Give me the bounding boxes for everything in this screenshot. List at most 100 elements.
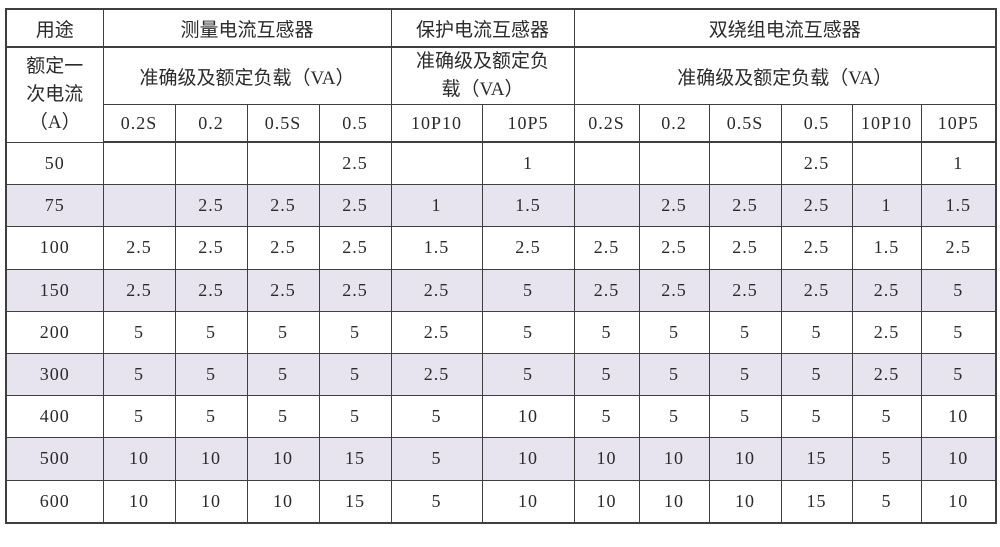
load-value-cell: 2.5 (246, 268, 320, 312)
load-value-cell: 5 (481, 352, 575, 397)
load-value-cell: 10 (246, 479, 320, 524)
col-header-meas-0-2s: 0.2S (102, 104, 176, 143)
load-value-cell: 2.5 (708, 226, 782, 270)
table-row: 600 10 10 10 15 5 10 10 10 10 15 5 10 (5, 479, 997, 524)
load-value-cell: 5 (102, 310, 176, 354)
load-value-cell: 5 (920, 268, 997, 312)
load-value-cell: 2.5 (318, 141, 392, 186)
load-value-cell: 10 (638, 437, 710, 481)
load-value-cell (246, 141, 320, 186)
dual-accuracy-subtitle: 准确级及额定负载（VA） (573, 46, 997, 105)
load-value-cell (573, 141, 640, 186)
col-header-prot-10p10: 10P10 (390, 104, 483, 143)
load-value-cell: 2.5 (390, 268, 483, 312)
load-value-cell: 5 (174, 352, 248, 397)
load-value-cell (638, 141, 710, 186)
load-value-cell: 15 (780, 479, 853, 524)
load-value-cell: 10 (708, 437, 782, 481)
load-value-cell: 1.5 (390, 226, 483, 270)
col-header-meas-0-5s: 0.5S (246, 104, 320, 143)
load-value-cell: 2.5 (638, 226, 710, 270)
load-value-cell (174, 141, 248, 186)
load-value-cell: 5 (481, 310, 575, 354)
load-value-cell: 5 (638, 395, 710, 439)
load-value-cell: 5 (851, 437, 922, 481)
load-value-cell: 5 (708, 352, 782, 397)
col-header-dual-0-5s: 0.5S (708, 104, 782, 143)
load-value-cell: 2.5 (481, 226, 575, 270)
protection-accuracy-subtitle: 准确级及额定负 载（VA） (390, 46, 575, 105)
load-value-cell: 10 (920, 395, 997, 439)
load-value-cell: 10 (174, 479, 248, 524)
col-header-prot-10p5: 10P5 (481, 104, 575, 143)
load-value-cell (102, 184, 176, 228)
load-value-cell: 2.5 (708, 268, 782, 312)
load-value-cell: 1 (481, 141, 575, 186)
load-value-cell: 5 (246, 310, 320, 354)
load-value-cell: 15 (318, 437, 392, 481)
load-value-cell: 2.5 (573, 268, 640, 312)
load-value-cell: 10 (174, 437, 248, 481)
load-value-cell: 10 (708, 479, 782, 524)
load-value-cell: 5 (390, 437, 483, 481)
load-value-cell: 2.5 (573, 226, 640, 270)
load-value-cell: 2.5 (708, 184, 782, 228)
load-value-cell: 2.5 (851, 268, 922, 312)
load-value-cell: 15 (780, 437, 853, 481)
load-value-cell: 5 (102, 352, 176, 397)
load-value-cell: 1 (920, 141, 997, 186)
rated-current-cell: 200 (5, 310, 104, 354)
table-row: 50 2.5 1 2.5 1 (5, 141, 997, 186)
rated-current-cell: 600 (5, 479, 104, 524)
load-value-cell: 10 (246, 437, 320, 481)
load-value-cell: 1.5 (851, 226, 922, 270)
load-value-cell: 15 (318, 479, 392, 524)
load-value-cell: 5 (481, 268, 575, 312)
load-value-cell: 5 (638, 310, 710, 354)
load-value-cell: 10 (481, 395, 575, 439)
load-value-cell: 2.5 (780, 226, 853, 270)
load-value-cell: 5 (174, 310, 248, 354)
load-value-cell: 5 (920, 352, 997, 397)
load-value-cell: 5 (780, 310, 853, 354)
table-row: 75 2.5 2.5 2.5 1 1.5 2.5 2.5 2.5 1 1.5 (5, 184, 997, 228)
load-value-cell: 2.5 (638, 268, 710, 312)
load-value-cell: 2.5 (174, 226, 248, 270)
load-value-cell: 2.5 (246, 184, 320, 228)
rated-current-cell: 100 (5, 226, 104, 270)
load-value-cell: 5 (318, 352, 392, 397)
load-value-cell: 2.5 (318, 184, 392, 228)
load-value-cell: 2.5 (318, 226, 392, 270)
load-value-cell: 5 (246, 395, 320, 439)
load-value-cell: 2.5 (102, 268, 176, 312)
load-value-cell: 2.5 (390, 352, 483, 397)
table-row: 100 2.5 2.5 2.5 2.5 1.5 2.5 2.5 2.5 2.5 2.5 1.5 2.5 (5, 226, 997, 270)
rated-current-cell: 500 (5, 437, 104, 481)
col-header-dual-10p5: 10P5 (920, 104, 997, 143)
col-header-dual-0-2s: 0.2S (573, 104, 640, 143)
table-row: 500 10 10 10 15 5 10 10 10 10 15 5 10 (5, 437, 997, 481)
load-value-cell: 1.5 (920, 184, 997, 228)
load-value-cell: 2.5 (390, 310, 483, 354)
rated-current-cell: 75 (5, 184, 104, 228)
col-header-dual-10p10: 10P10 (851, 104, 922, 143)
load-value-cell: 2.5 (246, 226, 320, 270)
load-value-cell: 5 (318, 395, 392, 439)
load-value-cell: 1 (851, 184, 922, 228)
col-header-dual-0-5: 0.5 (780, 104, 853, 143)
group-header-protection: 保护电流互感器 (390, 8, 575, 48)
group-header-measuring: 测量电流互感器 (102, 8, 392, 48)
rated-current-cell: 50 (5, 141, 104, 186)
load-value-cell: 2.5 (174, 184, 248, 228)
load-value-cell: 10 (638, 479, 710, 524)
load-value-cell: 2.5 (780, 141, 853, 186)
load-value-cell: 2.5 (102, 226, 176, 270)
rated-current-cell: 300 (5, 352, 104, 397)
rated-current-cell: 400 (5, 395, 104, 439)
load-value-cell: 2.5 (780, 184, 853, 228)
col-header-meas-0-2: 0.2 (174, 104, 248, 143)
measuring-accuracy-subtitle: 准确级及额定负载（VA） (102, 46, 392, 105)
load-value-cell: 2.5 (780, 268, 853, 312)
load-value-cell (851, 141, 922, 186)
current-transformer-spec-table: 用途 测量电流互感器 保护电流互感器 双绕组电流互感器 额定一 次电流 （A） … (5, 8, 998, 524)
